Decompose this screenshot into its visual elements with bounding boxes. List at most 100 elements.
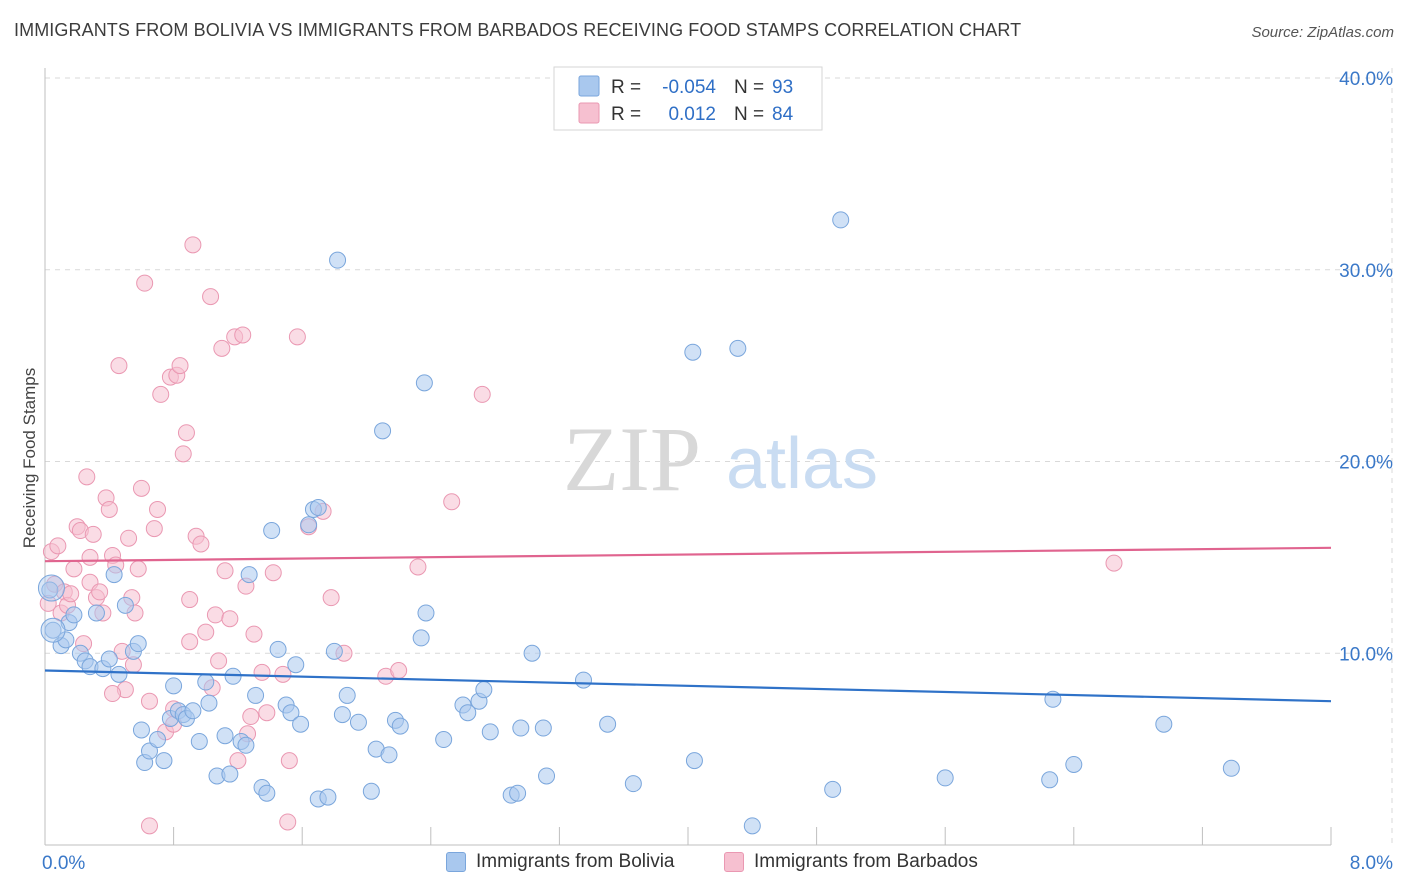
bolivia-point-cluster bbox=[40, 617, 66, 643]
barbados-trend-line bbox=[44, 546, 1332, 563]
bolivia-trend-line bbox=[44, 669, 1332, 703]
bolivia-point bbox=[221, 765, 239, 783]
barbados-point bbox=[132, 479, 150, 497]
bolivia-point bbox=[224, 667, 242, 685]
barbados-point bbox=[264, 564, 282, 582]
bolivia-point bbox=[100, 650, 118, 668]
y-tick-label: 40.0% bbox=[1339, 69, 1393, 90]
bolivia-point bbox=[684, 343, 702, 361]
barbados-point bbox=[242, 708, 260, 726]
source-label: Source: ZipAtlas.com bbox=[1251, 24, 1394, 41]
barbados-point bbox=[280, 752, 298, 770]
barbados-point bbox=[140, 692, 158, 710]
bolivia-point bbox=[132, 721, 150, 739]
bolivia-point bbox=[325, 642, 343, 660]
bolivia-point bbox=[534, 719, 552, 737]
bolivia-point bbox=[832, 211, 850, 229]
legend-label-bolivia: Immigrants from Bolivia bbox=[476, 851, 675, 872]
bolivia-point bbox=[509, 784, 527, 802]
barbados-point bbox=[100, 500, 118, 518]
barbados-point bbox=[216, 562, 234, 580]
barbados-point bbox=[279, 813, 297, 831]
barbados-point bbox=[91, 583, 109, 601]
bolivia-point bbox=[41, 581, 59, 599]
legend-swatch-barbados bbox=[724, 852, 744, 872]
stats-n-label-barbados: N = bbox=[734, 104, 764, 125]
barbados-point bbox=[65, 560, 83, 578]
y-tick-label: 30.0% bbox=[1339, 261, 1393, 282]
stats-n-value-bolivia: 93 bbox=[772, 77, 793, 98]
bolivia-point bbox=[216, 727, 234, 745]
bolivia-point bbox=[57, 631, 75, 649]
barbados-point bbox=[192, 535, 210, 553]
bolivia-point bbox=[110, 665, 128, 683]
stats-n-value-barbados: 84 bbox=[772, 104, 794, 125]
barbados-point bbox=[213, 339, 231, 357]
stats-legend: R = -0.054 N = 93 R = 0.012 N = 84 bbox=[553, 66, 823, 131]
bolivia-point bbox=[349, 713, 367, 731]
bolivia-point bbox=[1222, 759, 1240, 777]
barbados-point bbox=[49, 537, 67, 555]
watermark-atlas: atlas bbox=[726, 424, 878, 504]
barbados-point bbox=[104, 685, 122, 703]
bolivia-point bbox=[165, 677, 183, 695]
bolivia-point bbox=[459, 704, 477, 722]
legend-item-barbados[interactable]: Immigrants from Barbados bbox=[724, 851, 978, 873]
barbados-point bbox=[245, 625, 263, 643]
bolivia-point bbox=[200, 694, 218, 712]
barbados-point bbox=[322, 589, 340, 607]
bolivia-point bbox=[287, 656, 305, 674]
series-barbados-points bbox=[39, 236, 1123, 835]
stats-r-label-bolivia: R = bbox=[611, 77, 641, 98]
bolivia-point bbox=[197, 673, 215, 691]
barbados-point bbox=[181, 633, 199, 651]
bolivia-point bbox=[391, 717, 409, 735]
bolivia-point bbox=[319, 788, 337, 806]
legend-label-barbados: Immigrants from Barbados bbox=[754, 851, 978, 872]
legend-item-bolivia[interactable]: Immigrants from Bolivia bbox=[446, 851, 675, 873]
bolivia-point bbox=[282, 704, 300, 722]
bolivia-point bbox=[624, 775, 642, 793]
barbados-point bbox=[206, 606, 224, 624]
bolivia-point-cluster bbox=[37, 574, 65, 602]
bolivia-point bbox=[116, 596, 134, 614]
bolivia-point bbox=[129, 635, 147, 653]
barbados-point bbox=[473, 385, 491, 403]
bolivia-point bbox=[575, 671, 593, 689]
barbados-point bbox=[210, 652, 228, 670]
bolivia-point bbox=[729, 339, 747, 357]
bolivia-point bbox=[1041, 771, 1059, 789]
bolivia-point bbox=[87, 604, 105, 622]
bolivia-point bbox=[523, 644, 541, 662]
bolivia-point bbox=[140, 742, 158, 760]
barbados-point bbox=[390, 662, 408, 680]
chart-title: IMMIGRANTS FROM BOLIVIA VS IMMIGRANTS FR… bbox=[14, 20, 1022, 40]
bolivia-point bbox=[263, 522, 281, 540]
y-tick-label: 20.0% bbox=[1339, 453, 1393, 474]
stats-n-label-bolivia: N = bbox=[734, 77, 764, 98]
barbados-point bbox=[221, 610, 239, 628]
bolivia-point bbox=[417, 604, 435, 622]
barbados-point bbox=[253, 663, 271, 681]
stats-swatch-barbados bbox=[578, 102, 600, 124]
barbados-point bbox=[258, 704, 276, 722]
barbados-point bbox=[120, 529, 138, 547]
bolivia-point bbox=[936, 769, 954, 787]
barbados-point bbox=[140, 817, 158, 835]
bolivia-point bbox=[512, 719, 530, 737]
barbados-point bbox=[78, 468, 96, 486]
watermark-zip: ZIP bbox=[563, 408, 701, 510]
trend-layer bbox=[44, 546, 1332, 703]
bolivia-point bbox=[300, 516, 318, 534]
bolivia-point bbox=[240, 566, 258, 584]
axis-layer: 10.0% 20.0% 30.0% 40.0% 0.0% 8.0% bbox=[42, 68, 1393, 874]
bolivia-point bbox=[190, 732, 208, 750]
barbados-point bbox=[145, 520, 163, 538]
barbados-point bbox=[197, 623, 215, 641]
barbados-point bbox=[184, 236, 202, 254]
stats-r-value-barbados: 0.012 bbox=[668, 104, 716, 125]
series-bolivia-points bbox=[37, 211, 1240, 835]
bolivia-point bbox=[237, 736, 255, 754]
bolivia-point bbox=[743, 817, 761, 835]
barbados-point bbox=[177, 424, 195, 442]
